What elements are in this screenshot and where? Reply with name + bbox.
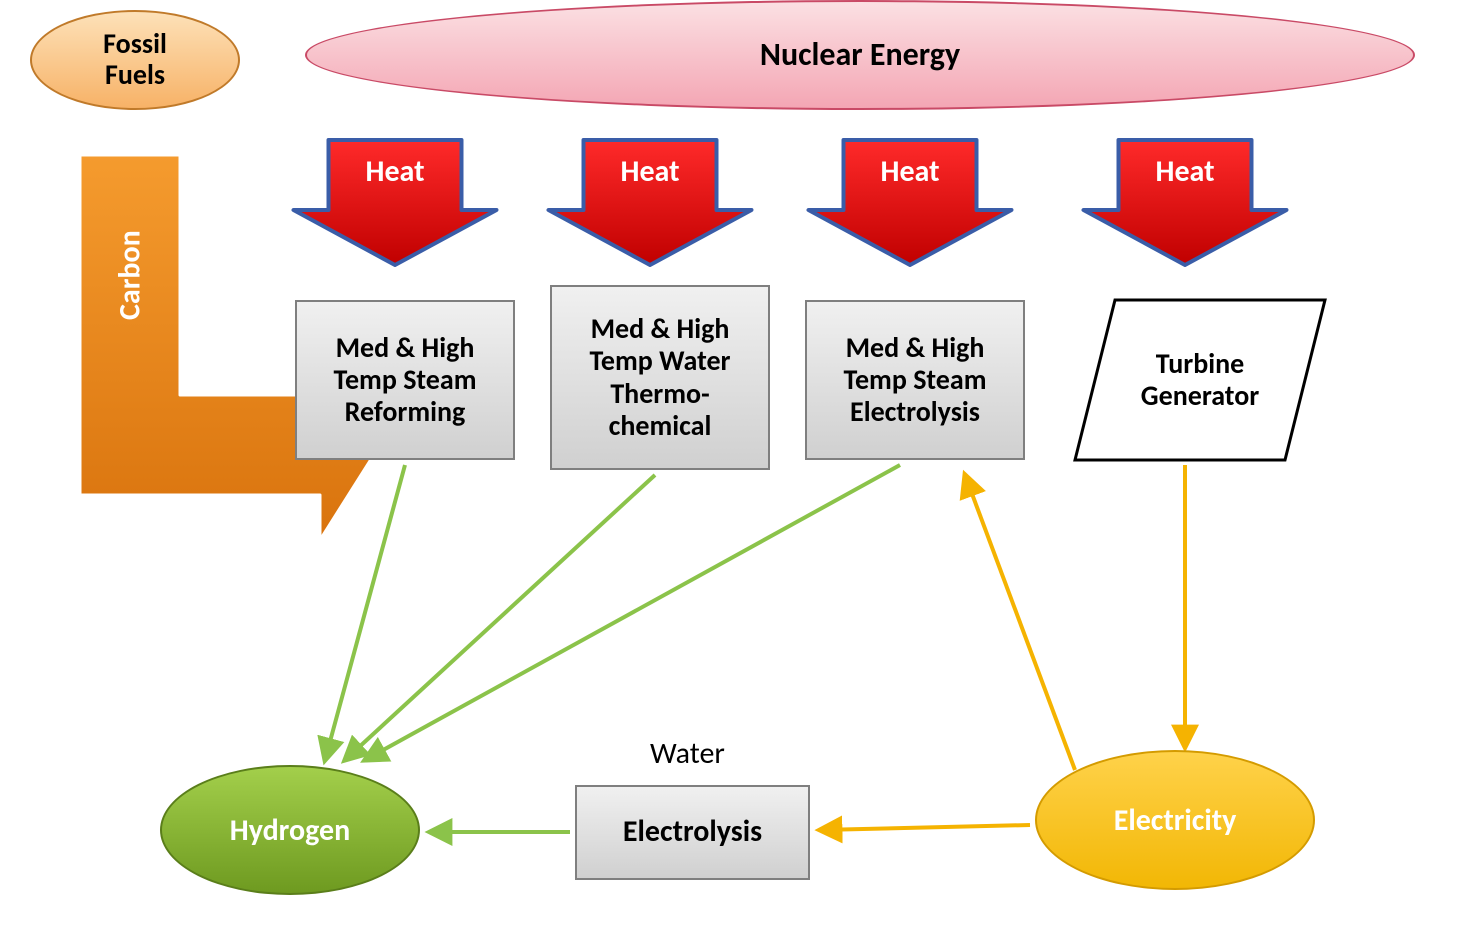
steam-electrolysis-box: Med & High Temp Steam Electrolysis [805,300,1025,460]
heat-label: Heat [329,153,462,190]
thermochemical-box: Med & High Temp Water Thermo- chemical [550,285,770,470]
carbon-arrow-label: Carbon [80,155,180,395]
electricity-label: Electricity [1114,804,1237,837]
electrolysis-label: Electrolysis [623,815,762,850]
thermochemical-label: Med & High Temp Water Thermo- chemical [589,313,730,442]
fossil-fuels-ellipse: Fossil Fuels [30,10,240,110]
heat-label: Heat [844,153,977,190]
fossil-fuels-label: Fossil Fuels [103,29,167,91]
turbine-generator-box: Turbine Generator [1075,300,1325,460]
steam-reforming-label: Med & High Temp Steam Reforming [334,332,477,429]
steam-reforming-box: Med & High Temp Steam Reforming [295,300,515,460]
nuclear-energy-label: Nuclear Energy [760,37,960,72]
electrolysis-box: Electrolysis [575,785,810,880]
heat-label: Heat [584,153,717,190]
hydrogen-label: Hydrogen [230,814,350,847]
nuclear-energy-ellipse: Nuclear Energy [305,0,1415,110]
diagram-stage: Fossil Fuels Nuclear Energy Hydrogen Ele… [0,0,1468,944]
steam-electrolysis-label: Med & High Temp Steam Electrolysis [844,332,987,429]
water-label: Water [650,735,725,772]
turbine-generator-label: Turbine Generator [1141,348,1259,412]
heat-label: Heat [1119,153,1252,190]
electricity-ellipse: Electricity [1035,750,1315,890]
hydrogen-ellipse: Hydrogen [160,765,420,895]
